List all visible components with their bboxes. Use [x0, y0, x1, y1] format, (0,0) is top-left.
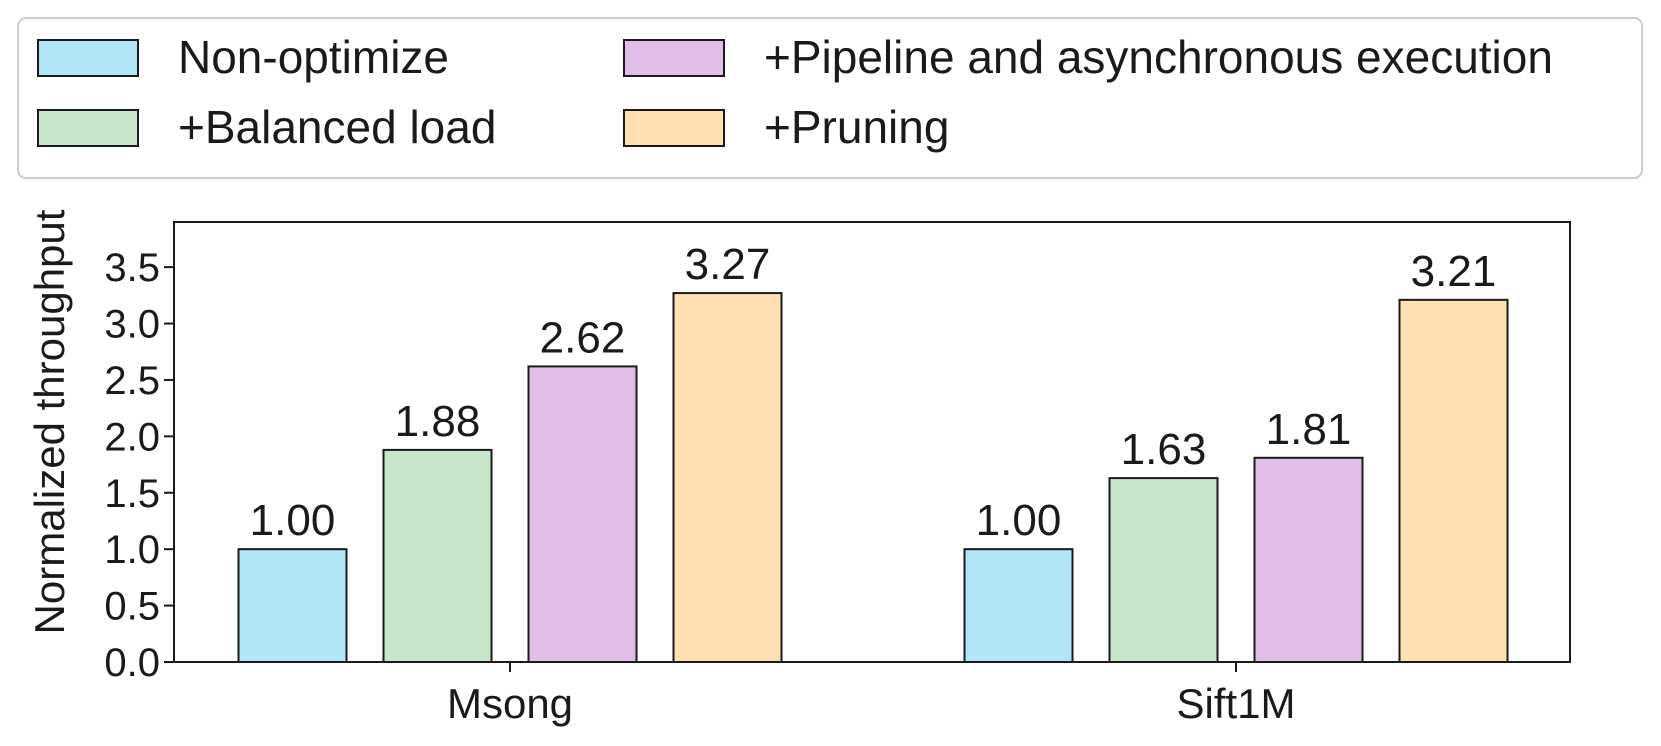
y-tick-label-1: 0.5 — [104, 585, 160, 629]
bar-sift1m-s3 — [1253, 456, 1364, 663]
value-label-msong-s4: 3.27 — [685, 240, 771, 289]
plot-frame — [173, 221, 1571, 663]
bar-msong-s2 — [382, 448, 493, 663]
value-label-sift1m-s3: 1.81 — [1266, 405, 1352, 454]
y-tick-label-6: 3.0 — [104, 303, 160, 347]
bar-msong-s3 — [527, 365, 638, 663]
legend-frame — [17, 17, 1643, 179]
x-tick-label-0: Msong — [447, 680, 573, 727]
legend-swatch-3 — [623, 39, 725, 77]
y-tick-label-7: 3.5 — [104, 246, 160, 290]
value-labels: 1.00 1.88 2.62 3.27 1.00 1.63 1.81 3.21 — [250, 240, 1497, 545]
bar-msong-s1 — [237, 548, 348, 664]
value-label-sift1m-s2: 1.63 — [1121, 425, 1207, 474]
legend-swatch-1 — [37, 39, 139, 77]
bar-sift1m-s1 — [963, 548, 1074, 664]
legend-label-1: Non-optimize — [178, 31, 449, 83]
value-label-msong-s3: 2.62 — [540, 313, 626, 362]
legend: Non-optimize +Balanced load +Pipeline and … — [17, 17, 1643, 179]
bar-msong-s4 — [672, 292, 783, 663]
x-tick-label-1: Sift1M — [1176, 680, 1295, 727]
bars — [237, 292, 1509, 664]
axes: 0.0 0.5 1.0 1.5 2.0 2.5 3.0 3.5 Normalized throu… — [26, 209, 1571, 727]
y-tick-label-3: 1.5 — [104, 472, 160, 516]
value-label-sift1m-s1: 1.00 — [976, 496, 1062, 545]
value-label-msong-s2: 1.88 — [395, 397, 481, 446]
bar-sift1m-s4 — [1398, 298, 1509, 663]
legend-swatch-2 — [37, 109, 139, 147]
y-tick-label-5: 2.5 — [104, 359, 160, 403]
value-label-msong-s1: 1.00 — [250, 496, 336, 545]
bar-sift1m-s2 — [1108, 477, 1219, 663]
y-tick-label-2: 1.0 — [104, 528, 160, 572]
legend-label-4: +Pruning — [764, 101, 949, 153]
y-axis-label: Normalized throughput — [26, 209, 73, 634]
legend-label-3: +Pipeline and asynchronous execution — [764, 31, 1553, 83]
legend-label-2: +Balanced load — [178, 101, 496, 153]
legend-swatch-4 — [623, 109, 725, 147]
y-tick-label-0: 0.0 — [104, 641, 160, 685]
value-label-sift1m-s4: 3.21 — [1411, 247, 1497, 296]
y-tick-label-4: 2.0 — [104, 415, 160, 459]
